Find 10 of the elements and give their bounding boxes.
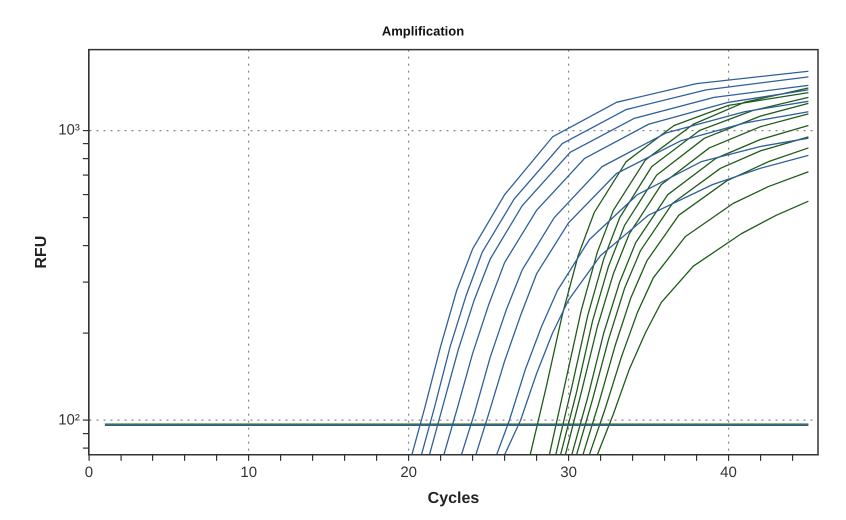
chart-title: Amplification (382, 23, 464, 38)
y-axis-title: RFU (33, 236, 50, 269)
x-tick-label: 10 (240, 464, 258, 481)
y-tick-label: 10³ (58, 122, 80, 139)
x-axis-title: Cycles (428, 490, 480, 507)
x-tick-label: 0 (84, 464, 94, 481)
y-tick-label: 10² (58, 411, 80, 428)
x-tick-label: 20 (400, 464, 418, 481)
x-tick-label: 40 (720, 464, 737, 481)
x-tick-label: 30 (560, 464, 577, 481)
